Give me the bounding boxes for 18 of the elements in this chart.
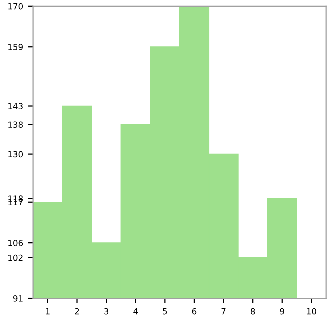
- y-tick-label: 143: [8, 103, 23, 110]
- x-tick-label: 5: [163, 308, 168, 315]
- x-tick-label: 10: [307, 308, 316, 315]
- x-tick-label: 4: [134, 308, 138, 315]
- y-tick-label: 91: [14, 296, 23, 302]
- x-tick-label: 6: [192, 308, 197, 315]
- y-tick-label: 170: [8, 3, 24, 10]
- x-tick-label: 9: [280, 308, 284, 315]
- y-tick-label: 130: [8, 151, 24, 158]
- y-tick-label: 159: [8, 44, 23, 50]
- x-tick-label: 2: [75, 308, 80, 315]
- y-tick-label: 138: [8, 122, 24, 128]
- y-tick-label: 106: [8, 240, 24, 246]
- x-tick-label: 1: [46, 308, 50, 315]
- x-tick-label: 3: [104, 308, 109, 315]
- x-tick-label: 8: [250, 308, 256, 315]
- y-tick-label: 102: [8, 254, 23, 262]
- x-tick-label: 7: [222, 308, 226, 315]
